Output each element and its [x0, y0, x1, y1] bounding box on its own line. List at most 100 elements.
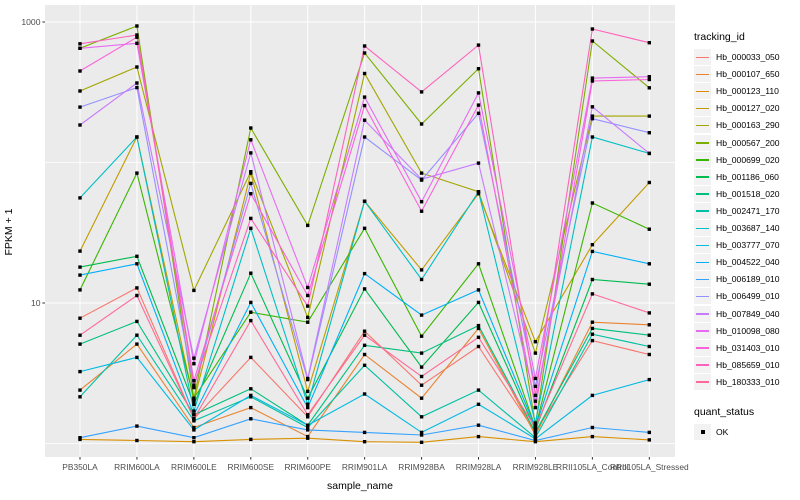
data-point-Hb_001186_060	[362, 287, 367, 291]
data-point-Hb_000567_200	[419, 122, 424, 126]
data-point-Hb_031403_010	[647, 77, 651, 82]
data-point-Hb_000107_650	[249, 405, 253, 410]
legend-key-box	[694, 254, 711, 271]
data-point-Hb_001186_060	[78, 265, 82, 269]
data-point-Hb_180333_010	[476, 335, 481, 339]
legend-key-line-icon	[696, 90, 709, 93]
data-point-Hb_000033_050	[362, 329, 367, 333]
data-point-Hb_010098_080	[362, 95, 367, 99]
data-point-Hb_000163_290	[590, 114, 595, 118]
data-point-Hb_004522_040	[192, 413, 196, 417]
data-point-Hb_000123_110	[306, 436, 310, 440]
legend-key-box	[694, 134, 711, 151]
data-point-Hb_002471_170	[192, 419, 196, 423]
data-point-Hb_007849_040	[249, 151, 253, 155]
x-tick-label-RRII105LA_Control: RRII105LA_Control	[556, 462, 629, 472]
data-point-Hb_085659_010	[306, 304, 310, 308]
data-point-Hb_000567_200	[590, 39, 595, 43]
data-point-Hb_010098_080	[135, 41, 139, 45]
data-point-Hb_000699_020	[362, 226, 367, 230]
data-point-Hb_006499_010	[192, 385, 196, 390]
data-point-Hb_006189_010	[362, 430, 367, 435]
data-point-Hb_000127_020	[533, 340, 538, 344]
data-point-Hb_000567_200	[476, 67, 481, 71]
data-point-Hb_004522_040	[647, 262, 651, 266]
data-point-Hb_010098_080	[419, 200, 424, 204]
data-point-Hb_001518_020	[135, 319, 139, 324]
data-point-Hb_010098_080	[249, 138, 253, 142]
data-point-Hb_000699_020	[135, 171, 139, 175]
data-point-Hb_007849_040	[362, 118, 367, 122]
legend-item-label: Hb_001186_060	[716, 171, 779, 182]
legend-key-box	[694, 322, 711, 339]
legend-key-line-icon	[696, 364, 709, 366]
legend-key-line-icon	[696, 330, 709, 332]
data-point-Hb_007849_040	[533, 399, 538, 403]
data-point-Hb_003687_140	[419, 277, 424, 282]
data-point-Hb_000123_110	[192, 440, 196, 444]
data-point-Hb_000107_650	[419, 396, 424, 400]
legend-key-line-icon	[696, 193, 709, 195]
legend-key-box	[694, 356, 711, 373]
data-point-Hb_085659_010	[249, 216, 253, 221]
data-point-Hb_007849_040	[306, 376, 310, 381]
legend-key-box	[694, 220, 711, 236]
data-point-Hb_003777_070	[306, 423, 310, 427]
data-point-Hb_006189_010	[249, 417, 253, 421]
legend-item-label: Hb_002471_170	[716, 205, 780, 216]
data-point-Hb_001186_060	[476, 300, 481, 305]
data-point-Hb_002471_170	[362, 363, 367, 367]
data-point-Hb_001186_060	[419, 365, 424, 369]
x-tick-label-RRIM600PE: RRIM600PE	[284, 462, 331, 472]
data-point-Hb_000123_110	[476, 434, 481, 439]
data-point-Hb_000123_110	[362, 440, 367, 444]
data-point-Hb_006189_010	[590, 425, 595, 430]
data-point-Hb_000567_200	[306, 223, 310, 228]
legend-key-box	[694, 288, 711, 305]
data-point-Hb_001186_060	[590, 277, 595, 282]
data-point-Hb_000107_650	[362, 352, 367, 357]
data-point-Hb_004522_040	[590, 249, 595, 254]
data-point-Hb_007849_040	[590, 105, 595, 109]
legend-item-label: Hb_000567_200	[716, 137, 780, 148]
x-tick-label-PB350LA: PB350LA	[62, 462, 98, 472]
legend-item-label: Hb_031403_010	[716, 342, 780, 353]
data-point-Hb_000163_290	[306, 315, 310, 320]
legend-item-label: Hb_000033_050	[716, 52, 780, 62]
data-point-Hb_006189_010	[306, 428, 310, 432]
data-point-Hb_002471_170	[476, 388, 481, 392]
x-axis-title: sample_name	[327, 480, 393, 492]
legend-key-box	[694, 305, 711, 322]
data-point-Hb_006189_010	[476, 423, 481, 427]
data-point-Hb_000033_050	[249, 355, 253, 360]
data-point-Hb_000107_650	[476, 326, 481, 331]
legend-key-line-icon	[696, 142, 709, 144]
legend-key-box	[694, 100, 711, 117]
data-point-Hb_000123_110	[419, 440, 424, 444]
data-point-Hb_000123_110	[647, 438, 651, 442]
data-point-Hb_003777_070	[647, 377, 651, 382]
legend-item-label: Hb_085659_010	[716, 359, 780, 370]
legend-item-label: Hb_006189_010	[716, 274, 780, 285]
legend-key-box	[694, 373, 711, 390]
data-point-Hb_000127_020	[476, 192, 481, 196]
y-tick-label: 1000	[21, 17, 40, 27]
data-point-Hb_006499_010	[590, 117, 595, 121]
data-point-Hb_001518_020	[647, 333, 651, 337]
data-point-Hb_003687_140	[306, 402, 310, 406]
data-point-Hb_000033_050	[135, 286, 139, 290]
data-point-Hb_000033_050	[78, 316, 82, 320]
data-point-Hb_000163_290	[647, 114, 651, 118]
legend-item-label: Hb_006499_010	[716, 291, 780, 302]
legend-item-label: Hb_180333_010	[716, 376, 780, 387]
legend-key-box	[694, 271, 711, 288]
data-point-Hb_002471_170	[419, 415, 424, 419]
data-point-Hb_003777_070	[476, 402, 481, 406]
data-point-Hb_000567_200	[647, 86, 651, 90]
legend-item-label: Hb_000699_020	[716, 154, 780, 165]
data-point-Hb_006499_010	[78, 105, 82, 109]
data-point-Hb_000163_290	[135, 65, 139, 69]
legend-item-label: Hb_004522_040	[716, 257, 780, 268]
data-point-Hb_006499_010	[533, 384, 538, 389]
